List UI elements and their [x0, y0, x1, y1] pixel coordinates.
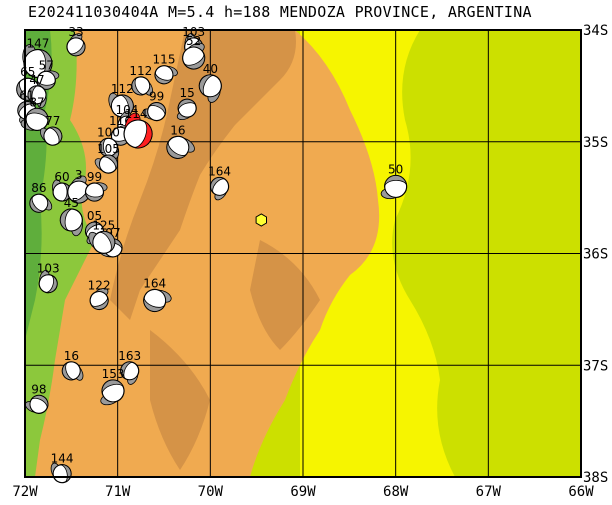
focal-mechanism-ball[interactable] [26, 190, 54, 218]
event-depth-label: 147 [27, 37, 50, 51]
lon-tick-label: 68W [383, 484, 409, 500]
focal-mechanism-ball[interactable] [141, 98, 169, 125]
event-depth-label: 87 [29, 95, 44, 109]
event-depth-label: 122 [88, 278, 111, 292]
event-depth-label: 60 [54, 170, 69, 184]
focal-mechanism-ball[interactable] [98, 137, 120, 160]
focal-mechanism-ball[interactable] [36, 70, 60, 90]
lat-tick-label: 36S [583, 247, 608, 263]
lat-tick-label: 34S [583, 23, 608, 39]
focal-mechanism-ball[interactable] [173, 97, 199, 122]
event-depth-label: 47 [29, 73, 44, 87]
axis-ticks: 72W 71W 70W 69W 68W 67W 66W 34S 35S 36S 37S 38S [12, 23, 608, 500]
event-depth-label: 164 [143, 276, 166, 290]
event-depth-label: 40 [203, 62, 218, 76]
event-depth-label: 103 [37, 262, 60, 276]
event-depth-label: 115 [153, 53, 176, 67]
focal-mechanism-ball[interactable] [129, 74, 155, 101]
focal-mechanism-ball[interactable] [141, 285, 173, 316]
event-depth-label: 57 [39, 58, 54, 72]
event-depth-label: 103 [182, 25, 205, 39]
event-depth-label: 61 [19, 88, 34, 102]
focal-mechanism-ball[interactable] [36, 269, 60, 295]
focal-mechanism-ball[interactable] [380, 174, 408, 200]
event-depth-label: 16 [64, 349, 79, 363]
focal-mechanism-ball[interactable] [84, 182, 108, 203]
event-depth-label: 3 [75, 168, 83, 182]
event-depth-label: 125 [92, 218, 115, 232]
event-depth-label: 105 [97, 142, 120, 156]
lon-tick-label: 71W [105, 484, 131, 500]
lon-tick-label: 72W [12, 484, 38, 500]
event-depth-label: 45 [64, 196, 79, 210]
event-depth-label: 33 [68, 25, 83, 39]
event-depth-label: 99 [87, 170, 102, 184]
focal-mechanism-ball[interactable] [58, 207, 85, 237]
focal-mechanism-ball[interactable] [63, 31, 91, 59]
event-depth-label: 77 [45, 114, 60, 128]
focal-mechanism-ball[interactable] [86, 224, 119, 258]
focal-mechanism-ball[interactable] [95, 377, 127, 407]
event-depth-label: 15 [180, 86, 195, 100]
event-depth-label: 99 [149, 90, 164, 104]
focal-mechanism-ball[interactable] [24, 391, 52, 418]
lon-tick-label: 66W [568, 484, 594, 500]
focal-mechanism-ball[interactable] [205, 174, 233, 202]
focal-mechanism-ball[interactable] [152, 62, 178, 87]
event-depth-label: 65 [20, 65, 35, 79]
focal-mechanism-ball[interactable] [194, 71, 225, 104]
focal-mechanism-ball[interactable] [116, 359, 142, 386]
lat-tick-label: 35S [583, 135, 608, 151]
focal-mechanism-ball[interactable] [60, 359, 85, 386]
lat-tick-label: 37S [583, 358, 608, 374]
event-depth-label: 16 [170, 123, 185, 137]
focal-mechanism-ball[interactable] [26, 85, 48, 109]
event-depth-label: 100 [97, 125, 120, 139]
event-depth-label: 98 [31, 382, 46, 396]
focal-mechanism-ball[interactable] [87, 286, 114, 312]
lon-tick-label: 67W [476, 484, 502, 500]
main-event-depth-label: 114 [125, 107, 148, 121]
event-depth-label: 112 [129, 64, 152, 78]
focal-mechanism-ball[interactable] [38, 121, 65, 149]
event-depth-label: 144 [51, 452, 74, 466]
map-frame [24, 29, 582, 478]
event-depth-label: 50 [388, 162, 403, 176]
lon-tick-label: 70W [198, 484, 224, 500]
map-title: E202411030404A M=5.4 h=188 MENDOZA PROVI… [28, 3, 532, 21]
event-depth-label: 52 [186, 34, 201, 48]
focal-mechanism-ball[interactable] [93, 149, 121, 177]
event-depth-label: 164 [208, 164, 231, 178]
epicenter-hexagon-icon [255, 213, 267, 227]
event-depth-label: 86 [31, 181, 46, 195]
main-event-ball[interactable] [119, 111, 158, 152]
lat-tick-label: 38S [583, 470, 608, 486]
focal-mechanism-ball[interactable] [163, 131, 197, 165]
event-depth-label: 05 [87, 209, 102, 223]
lon-tick-label: 69W [290, 484, 316, 500]
event-depth-label: 153 [102, 367, 125, 381]
event-depth-label: 163 [118, 349, 141, 363]
focal-mechanism-ball[interactable] [178, 41, 211, 73]
event-depth-label: 112 [111, 82, 134, 96]
